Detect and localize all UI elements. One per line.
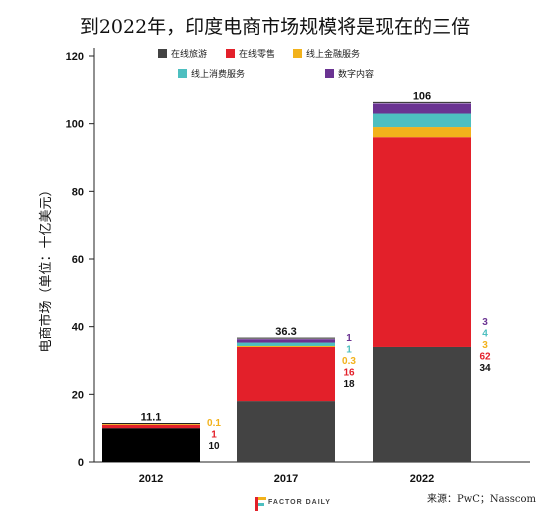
- y-tick-label: 80: [72, 186, 84, 198]
- bar-segment: [102, 424, 200, 429]
- legend-label: 数字内容: [338, 68, 374, 80]
- bar-total-label: 106: [413, 90, 431, 102]
- legend-swatch: [158, 49, 167, 58]
- y-tick-label: 100: [66, 119, 84, 131]
- bar-segment: [373, 103, 471, 114]
- x-tick-label: 2022: [410, 473, 434, 485]
- bar-total-label: 11.1: [141, 411, 162, 423]
- legend-swatch: [178, 69, 187, 78]
- segment-value-label: 3: [482, 317, 488, 328]
- logo-text: FACTOR DAILY: [268, 499, 331, 506]
- bar-segment: [102, 423, 200, 425]
- segment-value-label: 3: [482, 340, 488, 351]
- legend-swatch: [226, 49, 235, 58]
- segment-value-label: 10: [208, 441, 220, 452]
- y-tick-label: 40: [72, 322, 84, 334]
- legend-label: 线上金融服务: [306, 48, 360, 60]
- x-tick-label: 2017: [274, 473, 298, 485]
- y-tick-label: 60: [72, 254, 84, 266]
- bar-segment: [237, 345, 335, 347]
- source-note: 来源：PwC；Nasscom: [427, 492, 537, 505]
- x-tick-label: 2012: [139, 473, 163, 485]
- bar-segment: [373, 137, 471, 347]
- bars: [102, 101, 471, 462]
- bar-segment: [237, 339, 335, 343]
- bar-segment: [237, 342, 335, 346]
- legend-label: 在线零售: [239, 48, 275, 60]
- legend-label: 在线旅游: [171, 48, 207, 60]
- y-tick-label: 120: [66, 51, 84, 63]
- bar-segment: [373, 113, 471, 128]
- legend-label: 线上消费服务: [191, 68, 245, 80]
- bar-segment: [373, 346, 471, 462]
- segment-value-label: 16: [343, 368, 355, 379]
- segment-value-label: 1: [346, 333, 352, 344]
- segment-value-label: 4: [482, 328, 488, 339]
- y-tick-label: 20: [72, 389, 84, 401]
- legend-swatch: [293, 49, 302, 58]
- bar-segment: [373, 127, 471, 138]
- bar-total-label: 36.3: [275, 326, 296, 338]
- y-axis-label: 电商市场（单位：十亿美元）: [38, 183, 54, 352]
- segment-value-label: 1: [346, 345, 352, 356]
- y-tick-label: 0: [78, 457, 84, 469]
- factor-daily-logo-mark: [255, 497, 266, 511]
- bar-segment: [237, 401, 335, 462]
- factor-daily-logo: FACTOR DAILY: [255, 497, 331, 511]
- chart-title: 到2022年，印度电商市场规模将是现在的三倍: [80, 16, 470, 38]
- legend-swatch: [325, 69, 334, 78]
- bar-segment: [102, 428, 200, 462]
- segment-value-label: 1: [211, 430, 217, 441]
- segment-value-label: 18: [343, 379, 355, 390]
- segment-value-label: 62: [479, 351, 491, 362]
- segment-value-label: 34: [479, 363, 491, 374]
- segment-value-label: 0.3: [342, 356, 356, 367]
- segment-value-label: 0.1: [207, 418, 221, 429]
- bar-segment: [237, 346, 335, 402]
